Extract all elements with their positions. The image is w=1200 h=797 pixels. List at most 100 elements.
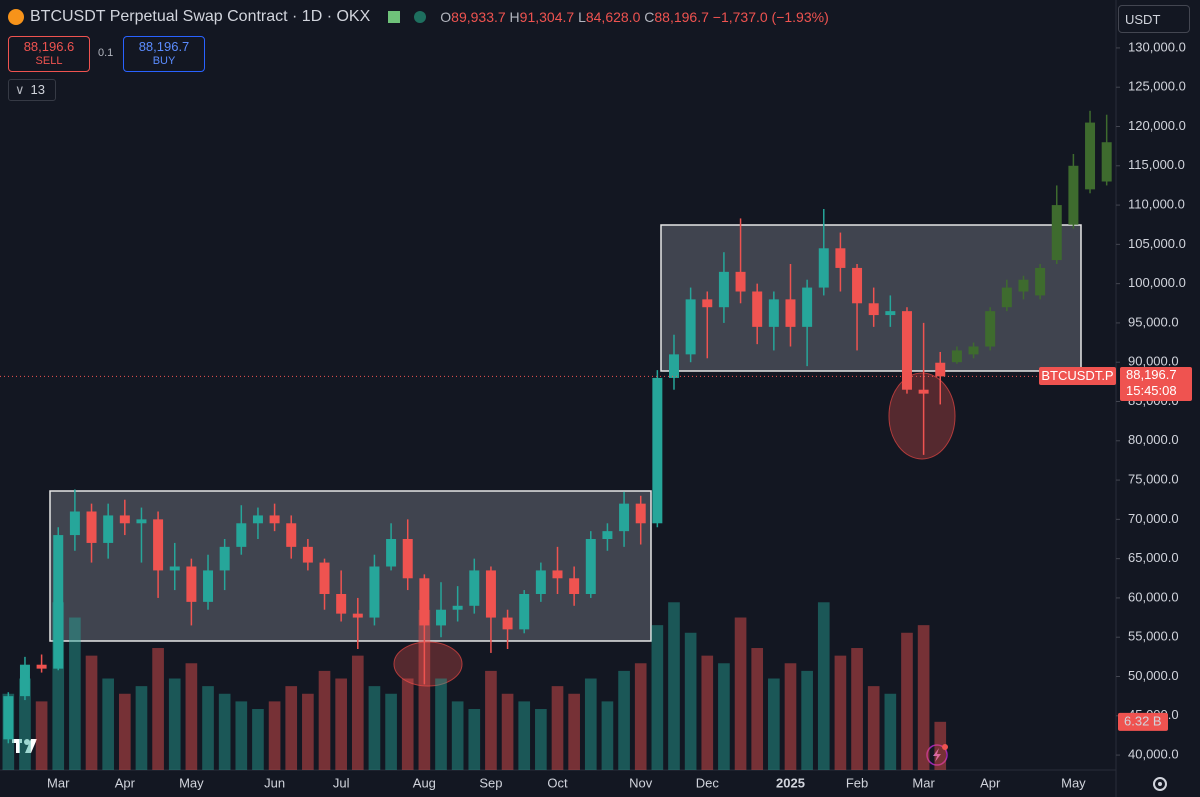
candle-body	[103, 515, 114, 543]
volume-bar	[152, 648, 164, 770]
volume-bar	[768, 678, 780, 770]
symbol-title: BTCUSDT Perpetual Swap Contract · 1D · O…	[30, 8, 371, 25]
candle-body	[818, 248, 829, 288]
volume-bar	[817, 602, 830, 770]
candle-body	[585, 539, 596, 594]
candle-body	[519, 594, 530, 630]
lightning-button[interactable]	[926, 744, 948, 766]
change: −1,737.0 (−1.93%)	[712, 9, 829, 25]
y-tick-label: 50,000.0	[1128, 668, 1179, 683]
y-tick-label: 120,000.0	[1128, 118, 1186, 133]
volume-bar	[85, 655, 98, 770]
volume-bar	[202, 686, 214, 770]
candle-body	[735, 271, 746, 292]
volume-bar	[401, 678, 414, 770]
candle-body	[1068, 165, 1079, 225]
annotations	[49, 224, 1082, 687]
ohlc-value: 84,628.0	[585, 9, 641, 25]
volume-bar	[302, 693, 314, 770]
candle-body	[985, 311, 996, 347]
currency: USDT	[1125, 12, 1161, 27]
x-tick-label: Mar	[912, 775, 935, 790]
x-tick-label: May	[179, 775, 204, 790]
y-tick-label: 130,000.0	[1128, 39, 1186, 54]
candle-body	[86, 511, 97, 543]
candle-body	[868, 303, 879, 316]
candle-body	[619, 503, 630, 532]
ohlc-key: O	[440, 9, 452, 25]
ohlc-key: L	[578, 9, 586, 25]
x-tick-label: Aug	[413, 775, 436, 790]
buy-button[interactable]: 88,196.7 BUY	[123, 36, 205, 72]
volume-label-box	[1118, 712, 1168, 731]
flag-icon[interactable]	[388, 11, 401, 23]
highlight-ellipse	[888, 372, 956, 460]
volume-bar	[501, 693, 514, 770]
candle-body	[552, 570, 563, 579]
settings-button[interactable]	[1153, 777, 1167, 791]
volume-bar	[784, 663, 797, 770]
volume-bar	[884, 693, 897, 770]
candle-body	[186, 566, 197, 602]
candle-body	[718, 271, 729, 308]
volume-bar	[135, 686, 148, 770]
candle-body	[669, 354, 679, 378]
candle-body	[219, 546, 230, 571]
candle-body	[252, 515, 263, 524]
candle-body	[36, 664, 47, 669]
candle-body	[569, 578, 580, 594]
volume-bar	[35, 701, 48, 770]
volume-bar	[701, 655, 714, 770]
candle-body	[768, 299, 779, 327]
volume-bar	[668, 602, 680, 770]
volume-bar	[551, 686, 564, 770]
x-tick-label: Apr	[980, 775, 1001, 790]
candle-body	[835, 248, 846, 268]
x-tick-label: Oct	[547, 775, 568, 790]
volume-bar	[584, 678, 597, 770]
quantity: 0.1	[98, 47, 114, 59]
candle-body	[336, 594, 347, 614]
y-tick-label: 115,000.0	[1128, 157, 1185, 172]
x-tick-label: Jun	[264, 775, 285, 790]
candle-body	[386, 539, 397, 567]
volume-bar	[485, 670, 497, 770]
y-tick-label: 65,000.0	[1128, 550, 1179, 565]
candle-body	[169, 566, 180, 571]
buy-label: BUY	[152, 55, 176, 67]
candle-body	[702, 299, 713, 308]
candle-body	[3, 696, 14, 740]
candle-body	[369, 566, 380, 618]
volume-bar	[351, 655, 364, 770]
highlight-ellipse	[393, 641, 463, 687]
candle-body	[901, 311, 912, 390]
y-tick-label: 90,000.0	[1128, 354, 1179, 369]
y-tick-label: 55,000.0	[1128, 629, 1179, 644]
y-tick-label: 125,000.0	[1128, 79, 1186, 94]
ohlc-key: H	[509, 9, 520, 25]
volume-bar	[834, 655, 847, 770]
x-tick-label: May	[1061, 775, 1086, 790]
volume-bar	[568, 693, 580, 770]
candle-body	[352, 613, 363, 618]
y-tick-label: 60,000.0	[1128, 589, 1179, 604]
price-tag-price: 88,196.7	[1126, 367, 1177, 383]
sell-button[interactable]: 88,196.6 SELL	[8, 36, 90, 72]
candle-body	[419, 578, 430, 626]
volume-bar	[618, 670, 630, 770]
volume-bar	[102, 678, 114, 770]
candle-body	[885, 311, 896, 316]
y-tick-label: 80,000.0	[1128, 432, 1179, 447]
indicators-toggle[interactable]: ∨ 13	[8, 79, 56, 101]
volume-bar	[19, 678, 31, 770]
candle-body	[319, 562, 330, 594]
buy-price: 88,196.7	[138, 39, 190, 54]
currency-select[interactable]: USDT	[1118, 5, 1190, 33]
volume-bar	[801, 670, 813, 770]
candle-body	[1085, 122, 1096, 190]
volume-bar	[335, 678, 347, 770]
volume-bar	[851, 648, 863, 770]
volume-bar	[385, 693, 397, 770]
candle-body	[153, 519, 164, 571]
candle-body	[19, 664, 30, 697]
